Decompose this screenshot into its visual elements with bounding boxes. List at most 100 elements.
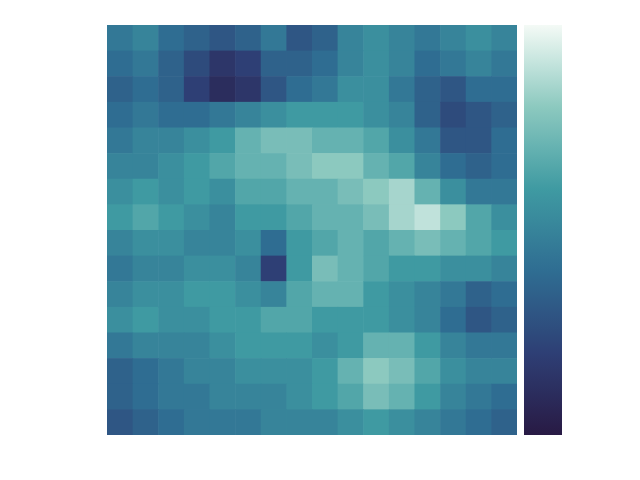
heatmap-cell <box>466 76 492 102</box>
heatmap-cell <box>338 51 364 77</box>
heatmap-cell <box>338 256 364 282</box>
heatmap-cell <box>107 281 133 307</box>
heatmap-cell <box>235 179 261 205</box>
heatmap-cell <box>184 179 210 205</box>
heatmap-cell <box>261 384 287 410</box>
heatmap-cell <box>491 153 517 179</box>
heatmap-cell <box>491 51 517 77</box>
heatmap-cell <box>286 76 312 102</box>
heatmap-cell <box>158 25 184 51</box>
heatmap-cell <box>466 333 492 359</box>
heatmap-cell <box>133 409 159 435</box>
heatmap-cell <box>286 153 312 179</box>
heatmap-cell <box>184 358 210 384</box>
heatmap-cell <box>338 409 364 435</box>
heatmap-cell <box>363 76 389 102</box>
heatmap-cell <box>133 179 159 205</box>
heatmap-cell <box>389 409 415 435</box>
heatmap-cell <box>389 204 415 230</box>
heatmap-cell <box>491 76 517 102</box>
heatmap-cell <box>158 102 184 128</box>
heatmap-cell <box>389 128 415 154</box>
heatmap-cell <box>235 153 261 179</box>
heatmap-cell <box>286 281 312 307</box>
heatmap-cell <box>107 307 133 333</box>
heatmap-cell <box>286 204 312 230</box>
heatmap-cell <box>235 25 261 51</box>
heatmap-cell <box>440 102 466 128</box>
heatmap-cell <box>133 25 159 51</box>
heatmap-cell <box>286 409 312 435</box>
heatmap-cell <box>491 256 517 282</box>
colorbar <box>524 25 562 435</box>
heatmap-cell <box>261 204 287 230</box>
heatmap-cell <box>210 102 236 128</box>
heatmap-cell <box>389 25 415 51</box>
heatmap-cell <box>286 179 312 205</box>
heatmap-cell <box>338 333 364 359</box>
heatmap-cell <box>158 281 184 307</box>
heatmap-cell <box>363 256 389 282</box>
heatmap-cell <box>312 25 338 51</box>
heatmap-cell <box>312 333 338 359</box>
heatmap-cell <box>466 384 492 410</box>
heatmap-cell <box>286 230 312 256</box>
heatmap-cell <box>235 256 261 282</box>
heatmap-cell <box>107 179 133 205</box>
heatmap-cell <box>210 333 236 359</box>
heatmap-cell <box>261 281 287 307</box>
heatmap-cell <box>235 51 261 77</box>
heatmap-cell <box>389 333 415 359</box>
heatmap-cell <box>440 128 466 154</box>
heatmap-cell <box>184 76 210 102</box>
heatmap-cell <box>466 256 492 282</box>
heatmap-cell <box>235 230 261 256</box>
heatmap-cell <box>210 256 236 282</box>
heatmap-cell <box>158 51 184 77</box>
heatmap-cell <box>235 204 261 230</box>
heatmap-cell <box>389 76 415 102</box>
heatmap-cell <box>158 307 184 333</box>
heatmap-cell <box>133 256 159 282</box>
heatmap-cell <box>440 256 466 282</box>
heatmap-cell <box>261 179 287 205</box>
heatmap-cell <box>491 128 517 154</box>
heatmap-cell <box>312 102 338 128</box>
heatmap-cell <box>210 307 236 333</box>
heatmap-cell <box>107 409 133 435</box>
heatmap-cell <box>107 51 133 77</box>
heatmap-cell <box>363 409 389 435</box>
heatmap-cell <box>286 384 312 410</box>
heatmap-cell <box>261 256 287 282</box>
heatmap-cell <box>158 128 184 154</box>
heatmap-cell <box>210 128 236 154</box>
heatmap-cell <box>363 128 389 154</box>
heatmap-cell <box>363 102 389 128</box>
heatmap-cell <box>184 102 210 128</box>
heatmap-cell <box>440 409 466 435</box>
heatmap-cell <box>107 204 133 230</box>
heatmap-cell <box>466 102 492 128</box>
heatmap-cell <box>440 333 466 359</box>
heatmap-cell <box>312 204 338 230</box>
heatmap-cell <box>363 281 389 307</box>
heatmap-cell <box>491 179 517 205</box>
heatmap-cell <box>133 333 159 359</box>
heatmap-cell <box>491 281 517 307</box>
heatmap-cell <box>184 384 210 410</box>
heatmap-cell <box>338 307 364 333</box>
heatmap-cell <box>158 179 184 205</box>
heatmap-cell <box>491 409 517 435</box>
heatmap-cell <box>107 128 133 154</box>
heatmap-cell <box>261 128 287 154</box>
heatmap-cell <box>184 307 210 333</box>
heatmap-cell <box>107 102 133 128</box>
heatmap-cell <box>363 333 389 359</box>
heatmap-cell <box>184 256 210 282</box>
heatmap-cell <box>415 333 441 359</box>
heatmap-cell <box>440 358 466 384</box>
heatmap-cell <box>210 153 236 179</box>
heatmap-cell <box>133 307 159 333</box>
heatmap-cell <box>133 358 159 384</box>
heatmap-cell <box>235 128 261 154</box>
